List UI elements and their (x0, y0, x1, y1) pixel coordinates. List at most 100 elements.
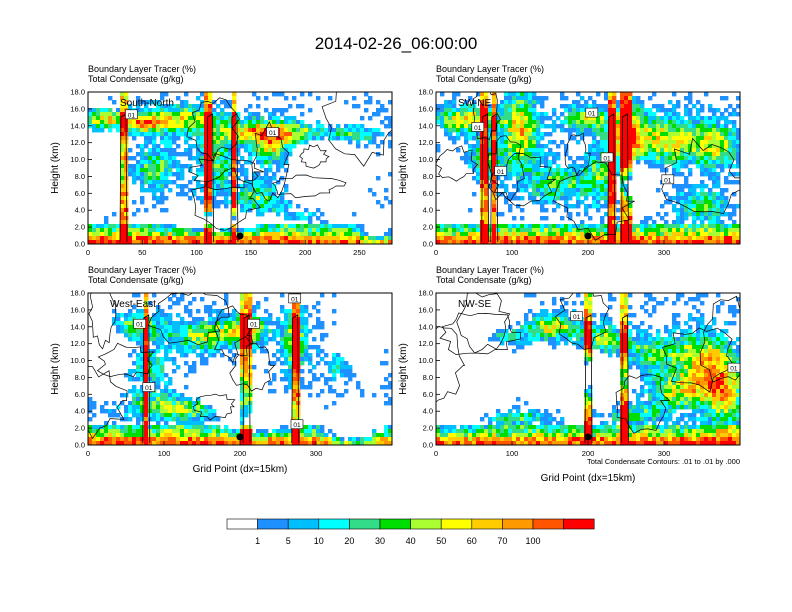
heatmap-cell (244, 377, 249, 382)
heatmap-cell (236, 112, 241, 117)
heatmap-cell (196, 148, 201, 153)
heatmap-cell (184, 120, 189, 125)
heatmap-cell (592, 240, 597, 244)
heatmap-cell (676, 132, 681, 137)
heatmap-cell (136, 425, 141, 430)
x-tick-label: 150 (245, 248, 258, 257)
heatmap-cell (220, 341, 225, 346)
heatmap-cell (276, 144, 281, 149)
heatmap-cell (528, 108, 533, 113)
heatmap-cell (144, 112, 149, 117)
heatmap-cell (312, 441, 317, 445)
heatmap-cell (604, 240, 609, 244)
heatmap-cell (212, 301, 217, 306)
heatmap-cell (512, 112, 517, 117)
heatmap-cell (280, 425, 285, 430)
heatmap-cell (224, 180, 229, 185)
heatmap-cell (664, 112, 669, 117)
heatmap-cell (296, 104, 301, 109)
heatmap-cell (236, 168, 241, 173)
heatmap-cell (604, 228, 609, 233)
heatmap-cell (488, 240, 493, 244)
heatmap-cell (244, 321, 249, 326)
heatmap-cell (300, 92, 305, 97)
heatmap-cell (552, 108, 557, 113)
heatmap-cell (488, 116, 493, 121)
heatmap-cell (88, 429, 93, 434)
heatmap-cell (588, 168, 593, 173)
heatmap-cell (704, 120, 709, 125)
heatmap-cell (516, 92, 521, 97)
y-tick-label: 8.0 (75, 172, 85, 181)
heatmap-cell (264, 228, 269, 233)
heatmap-cell (200, 409, 205, 414)
heatmap-cell (728, 172, 733, 177)
heatmap-cell (164, 373, 169, 378)
heatmap-cell (520, 240, 525, 244)
heatmap-cell (680, 228, 685, 233)
heatmap-cell (136, 108, 141, 113)
heatmap-cell (368, 236, 373, 241)
heatmap-cell (612, 240, 617, 244)
heatmap-cell (160, 176, 165, 181)
heatmap-cell (284, 329, 289, 334)
heatmap-cell (384, 349, 389, 354)
heatmap-cell (128, 317, 133, 322)
heatmap-cell (228, 152, 233, 157)
heatmap-cell (140, 433, 145, 438)
heatmap-cell (284, 184, 289, 189)
heatmap-cell (160, 120, 165, 125)
heatmap-cell (132, 164, 137, 169)
heatmap-cell (568, 124, 573, 129)
heatmap-cell (220, 160, 225, 165)
heatmap-cell (680, 120, 685, 125)
heatmap-cell (268, 164, 273, 169)
heatmap-cell (280, 437, 285, 442)
heatmap-cell (464, 100, 469, 105)
heatmap-cell (452, 108, 457, 113)
heatmap-cell (236, 184, 241, 189)
heatmap-cell (220, 168, 225, 173)
heatmap-cell (344, 236, 349, 241)
heatmap-cell (508, 104, 513, 109)
heatmap-cell (712, 132, 717, 137)
heatmap-cell (580, 96, 585, 101)
heatmap-cell (492, 108, 497, 113)
heatmap-cell (320, 429, 325, 434)
heatmap-cell (268, 337, 273, 342)
heatmap-cell (304, 325, 309, 330)
heatmap-cell (272, 148, 277, 153)
heatmap-cell (232, 329, 237, 334)
heatmap-cell (308, 236, 313, 241)
heatmap-cell (136, 397, 141, 402)
heatmap-cell (164, 112, 169, 117)
heatmap-cell (292, 389, 297, 394)
heatmap-cell (168, 409, 173, 414)
heatmap-cell (180, 120, 185, 125)
heatmap-cell (280, 112, 285, 117)
heatmap-cell (624, 120, 629, 125)
heatmap-cell (108, 240, 113, 244)
heatmap-cell (624, 156, 629, 161)
heatmap-cell (472, 232, 477, 237)
heatmap-cell (700, 152, 705, 157)
heatmap-cell (604, 144, 609, 149)
heatmap-cell (732, 144, 737, 149)
condensate-contour (490, 113, 499, 243)
heatmap-cell (684, 180, 689, 185)
heatmap-cell (152, 401, 157, 406)
heatmap-cell (444, 132, 449, 137)
heatmap-cell (604, 128, 609, 133)
heatmap-cell (500, 132, 505, 137)
heatmap-cell (124, 313, 129, 318)
heatmap-cell (640, 152, 645, 157)
heatmap-cell (212, 148, 217, 153)
heatmap-cell (732, 192, 737, 197)
heatmap-cell (264, 120, 269, 125)
heatmap-cell (156, 224, 161, 229)
heatmap-cell (284, 96, 289, 101)
heatmap-cell (144, 293, 149, 298)
heatmap-cell (264, 184, 269, 189)
heatmap-cell (600, 172, 605, 177)
heatmap-cell (356, 124, 361, 129)
